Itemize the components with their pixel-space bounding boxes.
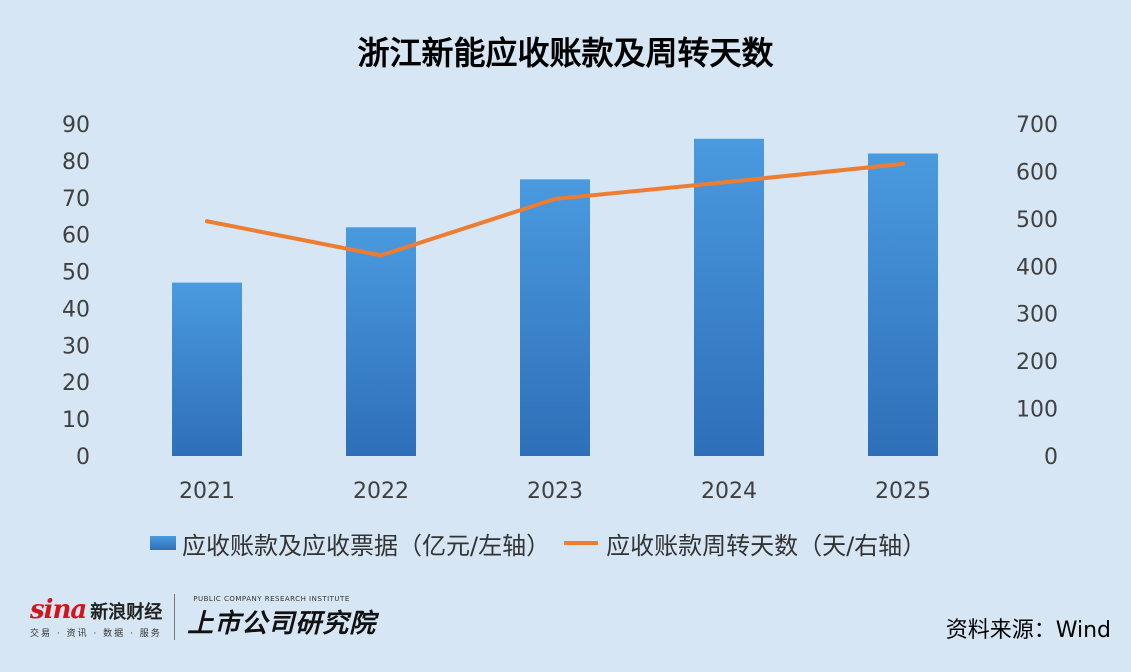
y-left-tick-label: 90 [62,113,90,138]
institute-logo: PUBLIC COMPANY RESEARCH INSTITUTE 上市公司研究… [187,595,376,640]
line-point-2023 [553,196,557,201]
x-tick-label: 2021 [179,479,235,504]
line-point-2022 [379,253,383,258]
x-tick-label: 2025 [875,479,931,504]
y-left-tick-label: 50 [62,261,90,286]
y-left-tick-label: 40 [62,297,90,322]
bar-2022 [346,227,416,456]
sina-logo-name: 新浪财经 [90,602,163,623]
bar-2024 [694,138,764,456]
x-tick-label: 2023 [527,479,583,504]
y-left-tick-label: 0 [76,445,90,470]
institute-logo-cn: 上市公司研究院 [187,608,377,639]
sina-finance-logo: sina 新浪财经 交易 · 资讯 · 数据 · 服务 [30,595,162,639]
logo-divider [174,594,176,640]
y-right-tick-label: 0 [1044,445,1058,470]
legend-label-line: 应收账款周转天数（天/右轴） [606,531,927,560]
sina-logo-tagline: 交易 · 资讯 · 数据 · 服务 [30,629,162,639]
y-left-tick-label: 20 [62,371,90,396]
x-tick-label: 2022 [353,479,409,504]
y-left-tick-label: 60 [62,224,90,249]
y-right-tick-label: 600 [1016,160,1058,185]
legend-item-line: 应收账款周转天数（天/右轴） [550,526,926,561]
y-right-tick-label: 500 [1016,208,1058,233]
bar-2025 [868,153,938,456]
line-point-2025 [901,161,905,166]
y-left-tick-label: 10 [62,408,90,433]
data-source: 资料来源：Wind [945,618,1111,643]
footer-logos: sina 新浪财经 交易 · 资讯 · 数据 · 服务 PUBLIC COMPA… [30,592,376,642]
legend-label-bar: 应收账款及应收票据（亿元/左轴） [182,531,551,560]
y-left-tick-label: 70 [62,187,90,212]
bar-2023 [520,179,590,457]
chart-legend: 应收账款及应收票据（亿元/左轴） 应收账款周转天数（天/右轴） [150,526,926,560]
institute-logo-en: PUBLIC COMPANY RESEARCH INSTITUTE [193,594,350,603]
y-right-tick-label: 200 [1016,350,1058,375]
line-point-2024 [727,179,731,184]
legend-swatch-bar [150,536,176,550]
chart-title: 浙江新能应收账款及周转天数 [357,34,774,72]
y-left-tick-label: 30 [62,334,90,359]
bar-2021 [172,282,242,456]
y-right-tick-label: 400 [1016,255,1058,280]
legend-swatch-line [564,541,599,545]
line-point-2021 [205,219,209,224]
y-right-tick-label: 700 [1016,113,1058,138]
x-tick-label: 2024 [701,479,757,504]
sina-logo-word: sina [30,595,87,625]
y-left-tick-label: 80 [62,150,90,175]
y-right-tick-label: 100 [1016,398,1058,423]
y-right-tick-label: 300 [1016,303,1058,328]
legend-item-bar: 应收账款及应收票据（亿元/左轴） [150,526,550,561]
